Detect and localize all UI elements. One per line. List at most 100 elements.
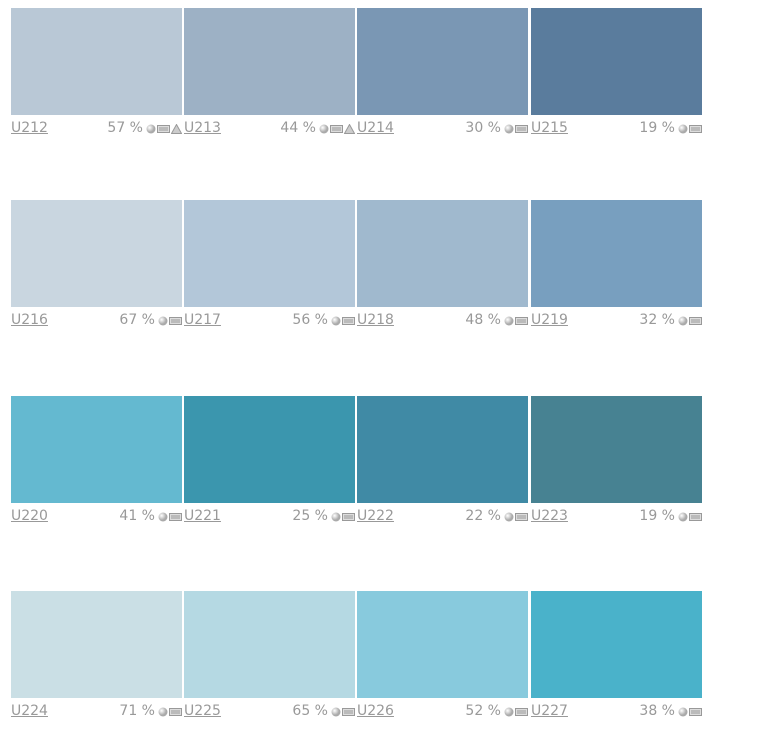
color-code-link[interactable]: U215 — [531, 120, 568, 136]
color-swatch — [357, 396, 528, 503]
panel-icon — [342, 317, 355, 325]
color-code-link[interactable]: U227 — [531, 703, 568, 719]
swatch-label: U226 52 % — [357, 703, 528, 721]
panel-icon — [689, 513, 702, 521]
sphere-icon — [319, 124, 329, 134]
color-swatch — [11, 591, 182, 698]
swatch-label: U213 44 % — [184, 120, 355, 138]
color-swatch — [11, 8, 182, 115]
sphere-icon — [504, 124, 514, 134]
color-swatch — [357, 591, 528, 698]
finish-icons — [504, 512, 528, 522]
color-code-link[interactable]: U225 — [184, 703, 221, 719]
panel-icon — [169, 708, 182, 716]
color-code-link[interactable]: U217 — [184, 312, 221, 328]
swatch-label: U218 48 % — [357, 312, 528, 330]
swatch-label: U212 57 % — [11, 120, 182, 138]
finish-icons — [158, 707, 182, 717]
color-code-link[interactable]: U216 — [11, 312, 48, 328]
finish-icons — [158, 512, 182, 522]
sphere-icon — [678, 124, 688, 134]
sphere-icon — [158, 316, 168, 326]
finish-icons — [504, 124, 528, 134]
finish-icons — [504, 316, 528, 326]
panel-icon — [515, 708, 528, 716]
swatch-label: U219 32 % — [531, 312, 702, 330]
color-code-link[interactable]: U226 — [357, 703, 394, 719]
light-reflectance: 41 % — [119, 508, 155, 524]
finish-icons — [678, 707, 702, 717]
finish-icons — [331, 512, 355, 522]
swatch-label: U224 71 % — [11, 703, 182, 721]
color-code-link[interactable]: U220 — [11, 508, 48, 524]
light-reflectance: 56 % — [292, 312, 328, 328]
light-reflectance: 44 % — [280, 120, 316, 136]
swatch-label: U216 67 % — [11, 312, 182, 330]
finish-icons — [678, 512, 702, 522]
light-reflectance: 19 % — [639, 120, 675, 136]
finish-icons — [331, 707, 355, 717]
panel-icon — [689, 125, 702, 133]
panel-icon — [169, 513, 182, 521]
sphere-icon — [504, 707, 514, 717]
color-swatch — [531, 8, 702, 115]
swatch-label: U217 56 % — [184, 312, 355, 330]
color-code-link[interactable]: U223 — [531, 508, 568, 524]
sphere-icon — [146, 124, 156, 134]
color-code-link[interactable]: U221 — [184, 508, 221, 524]
sphere-icon — [158, 512, 168, 522]
color-swatch — [357, 8, 528, 115]
light-reflectance: 48 % — [465, 312, 501, 328]
light-reflectance: 71 % — [119, 703, 155, 719]
swatch-label: U223 19 % — [531, 508, 702, 526]
panel-icon — [330, 125, 343, 133]
sphere-icon — [678, 316, 688, 326]
color-swatch — [184, 200, 355, 307]
finish-icons — [158, 316, 182, 326]
color-swatch — [357, 200, 528, 307]
color-code-link[interactable]: U218 — [357, 312, 394, 328]
light-reflectance: 25 % — [292, 508, 328, 524]
light-reflectance: 30 % — [465, 120, 501, 136]
light-reflectance: 57 % — [107, 120, 143, 136]
panel-icon — [515, 317, 528, 325]
panel-icon — [515, 125, 528, 133]
panel-icon — [157, 125, 170, 133]
sphere-icon — [504, 512, 514, 522]
finish-icons — [504, 707, 528, 717]
swatch-label: U214 30 % — [357, 120, 528, 138]
light-reflectance: 22 % — [465, 508, 501, 524]
finish-icons — [146, 124, 182, 134]
color-code-link[interactable]: U219 — [531, 312, 568, 328]
triangle-icon — [344, 124, 355, 134]
swatch-label: U221 25 % — [184, 508, 355, 526]
color-code-link[interactable]: U214 — [357, 120, 394, 136]
panel-icon — [689, 708, 702, 716]
color-code-link[interactable]: U213 — [184, 120, 221, 136]
color-swatch — [531, 200, 702, 307]
panel-icon — [342, 708, 355, 716]
color-code-link[interactable]: U222 — [357, 508, 394, 524]
color-code-link[interactable]: U212 — [11, 120, 48, 136]
triangle-icon — [171, 124, 182, 134]
finish-icons — [678, 316, 702, 326]
finish-icons — [319, 124, 355, 134]
sphere-icon — [331, 316, 341, 326]
panel-icon — [169, 317, 182, 325]
color-swatch — [11, 200, 182, 307]
swatch-label: U227 38 % — [531, 703, 702, 721]
panel-icon — [515, 513, 528, 521]
sphere-icon — [678, 707, 688, 717]
sphere-icon — [158, 707, 168, 717]
color-code-link[interactable]: U224 — [11, 703, 48, 719]
sphere-icon — [678, 512, 688, 522]
finish-icons — [678, 124, 702, 134]
sphere-icon — [504, 316, 514, 326]
color-swatch — [184, 591, 355, 698]
swatch-label: U215 19 % — [531, 120, 702, 138]
finish-icons — [331, 316, 355, 326]
light-reflectance: 32 % — [639, 312, 675, 328]
swatch-label: U225 65 % — [184, 703, 355, 721]
swatch-label: U222 22 % — [357, 508, 528, 526]
